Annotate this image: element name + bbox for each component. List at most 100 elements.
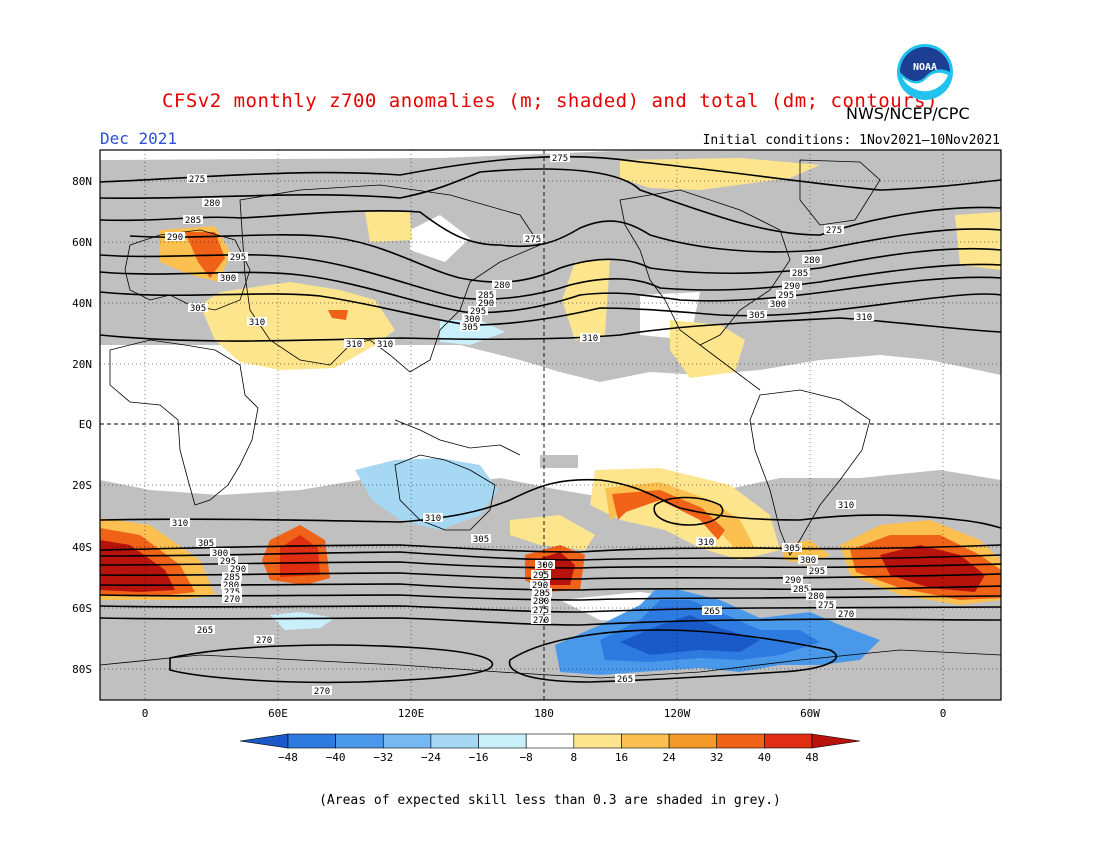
contour-label: 275	[816, 600, 836, 611]
contour-label: 295	[776, 290, 796, 301]
contour-label: 280	[202, 198, 222, 209]
noaa-logo-text: NOAA	[913, 62, 937, 73]
contour-value: 285	[224, 573, 240, 583]
contour-label: 295	[807, 566, 827, 577]
contour-labels: 2752802852902953003053102752802852902953…	[165, 153, 874, 697]
contour-label: 290	[783, 575, 803, 586]
contour-label: 305	[471, 534, 491, 545]
initial-conditions: Initial conditions: 1Nov2021–10Nov2021	[702, 133, 1000, 148]
contour-label: 285	[791, 584, 811, 595]
contour-value: 285	[534, 589, 550, 599]
contour-label: 285	[790, 268, 810, 279]
colorbar-box	[621, 733, 670, 749]
contour-value: 290	[785, 576, 801, 586]
contour-label: 310	[854, 312, 874, 323]
contour-value: 270	[224, 594, 240, 604]
contour-value: 295	[533, 571, 549, 581]
contour-value: 280	[808, 592, 824, 602]
contour-value: 295	[230, 253, 246, 263]
contour-value: 310	[856, 313, 872, 323]
contour-value: 280	[204, 199, 220, 209]
contour-label: 290	[165, 232, 185, 243]
colorbar-box	[573, 733, 622, 749]
colorbar-box	[716, 733, 765, 749]
contour-value: 275	[525, 235, 541, 245]
contour-value: 300	[800, 556, 816, 566]
contour-label: 295	[218, 556, 238, 567]
contour-label: 280	[531, 596, 551, 607]
contour-value: 290	[784, 282, 800, 292]
contour-label: 300	[535, 560, 555, 571]
contour-label: 290	[476, 298, 496, 309]
contour-label: 265	[615, 674, 635, 685]
contour-label: 300	[210, 548, 230, 559]
contour-label: 265	[195, 625, 215, 636]
colorbar-label: −32	[373, 751, 393, 764]
colorbar-box	[668, 733, 718, 749]
contour-value: 310	[249, 318, 265, 328]
contour-label: 275	[187, 174, 207, 185]
contour-label: 290	[782, 281, 802, 292]
contour-value: 285	[185, 216, 201, 226]
contour-label: 310	[423, 513, 443, 524]
lat-label: 60N	[72, 236, 92, 249]
latitude-labels: 80N 60N 40N 20N EQ 20S 40S 60S 80S	[72, 175, 92, 676]
contour-value: 270	[838, 610, 854, 620]
colorbar-box	[287, 733, 336, 749]
subtropical-high-contour	[653, 496, 724, 526]
lon-label: 0	[940, 707, 947, 720]
contour-label: 280	[802, 255, 822, 266]
contour-value: 310	[346, 340, 362, 350]
contour-label: 290	[228, 564, 248, 575]
contour-label: 300	[462, 314, 482, 325]
contour-value: 300	[220, 274, 236, 284]
contour-value: 275	[552, 154, 568, 164]
contour-value: 280	[533, 597, 549, 607]
contour-value: 280	[804, 256, 820, 266]
contour-label: 295	[531, 570, 551, 581]
lat-label: 60S	[72, 602, 92, 615]
contour-value: 265	[704, 607, 720, 617]
contour-value: 305	[749, 311, 765, 321]
contour-value: 270	[224, 595, 240, 605]
lat-label: 40S	[72, 541, 92, 554]
contour-label: 270	[531, 615, 551, 626]
contour-label: 280	[221, 580, 241, 591]
contour-value: 275	[189, 175, 205, 185]
colorbar-label: 48	[805, 751, 818, 764]
contour-label: 310	[247, 317, 267, 328]
agency-label: NWS/NCEP/CPC	[846, 104, 970, 123]
colorbar-box	[525, 733, 575, 749]
month-label: Dec 2021	[100, 129, 178, 148]
contour-value: 295	[809, 567, 825, 577]
contour-label: 310	[170, 518, 190, 529]
lon-label: 60E	[268, 707, 288, 720]
lat-label: 20S	[72, 479, 92, 492]
lat-label: 20N	[72, 358, 92, 371]
contour-value: 285	[793, 585, 809, 595]
skill-footnote: (Areas of expected skill less than 0.3 a…	[319, 793, 781, 808]
contour-label: 285	[183, 215, 203, 226]
colorbar-label: −24	[421, 751, 441, 764]
contour-value: 270	[314, 687, 330, 697]
contour-label: 290	[530, 580, 550, 591]
low-skill-region	[100, 150, 1001, 700]
graticule	[100, 150, 1001, 700]
contour-value: 295	[220, 557, 236, 567]
contour-label: 280	[806, 591, 826, 602]
contour-label: 295	[468, 306, 488, 317]
contour-value: 285	[478, 291, 494, 301]
contour-label: 305	[747, 310, 767, 321]
contour-value: 305	[784, 544, 800, 554]
contour-value: 280	[223, 581, 239, 591]
contour-value: 310	[698, 538, 714, 548]
contour-value: 270	[256, 636, 272, 646]
colorbar-box	[811, 733, 861, 749]
contour-value: 275	[224, 588, 240, 598]
lon-label: 180	[534, 707, 554, 720]
contour-value: 300	[464, 315, 480, 325]
contour-value: 310	[172, 519, 188, 529]
lon-label: 0	[142, 707, 149, 720]
lat-label: 80N	[72, 175, 92, 188]
contour-label: 305	[188, 303, 208, 314]
